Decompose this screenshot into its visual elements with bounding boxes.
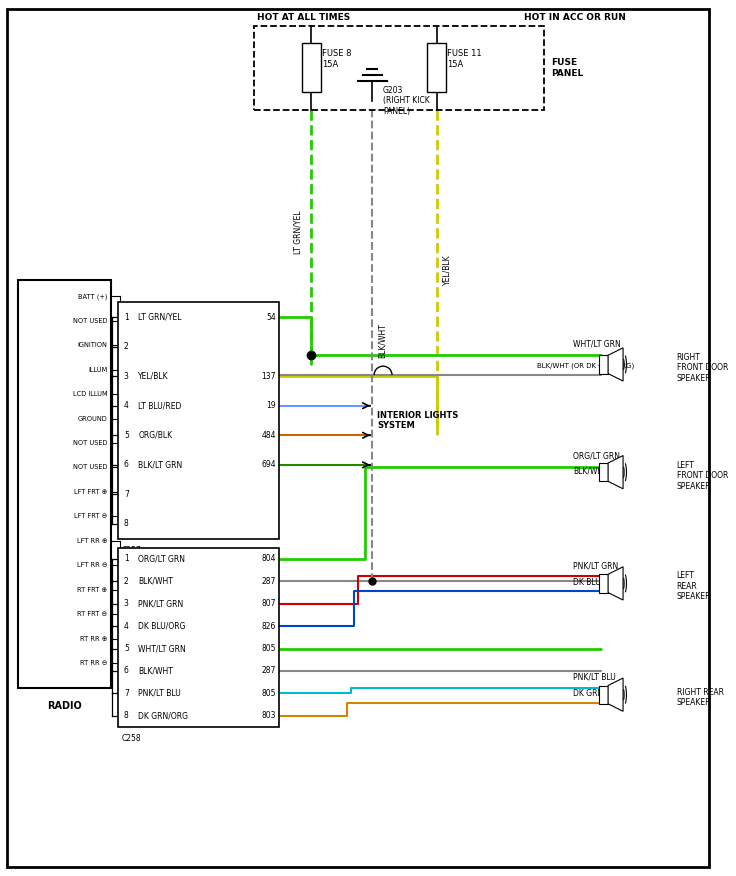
Text: RIGHT REAR
SPEAKER: RIGHT REAR SPEAKER — [676, 688, 723, 707]
Text: LFT FRT ⊖: LFT FRT ⊖ — [74, 513, 107, 519]
Text: BLK/WHT: BLK/WHT — [138, 576, 173, 586]
Text: 287: 287 — [261, 576, 276, 586]
Text: 4: 4 — [124, 622, 129, 631]
Text: 694: 694 — [261, 460, 276, 470]
Text: NOT USED: NOT USED — [73, 318, 107, 324]
Text: 5: 5 — [124, 431, 129, 440]
Text: LCD ILLUM: LCD ILLUM — [73, 392, 107, 397]
Text: 6: 6 — [124, 667, 129, 675]
Text: C257: C257 — [121, 546, 141, 555]
Text: 8: 8 — [124, 711, 129, 720]
Polygon shape — [608, 348, 623, 381]
Text: LFT RR ⊕: LFT RR ⊕ — [77, 538, 107, 544]
Text: 803: 803 — [261, 711, 276, 720]
Text: HOT AT ALL TIMES: HOT AT ALL TIMES — [257, 13, 350, 22]
Bar — [598, 463, 608, 481]
Text: 137: 137 — [261, 371, 276, 381]
Text: LEFT
REAR
SPEAKER: LEFT REAR SPEAKER — [676, 571, 711, 601]
Text: ORG/LT GRN: ORG/LT GRN — [138, 555, 185, 563]
Text: 19: 19 — [266, 401, 276, 410]
Text: BATT (+): BATT (+) — [78, 293, 107, 300]
Text: LFT FRT ⊕: LFT FRT ⊕ — [74, 489, 107, 495]
Text: DK BLU/ORG: DK BLU/ORG — [573, 577, 620, 586]
Text: 1: 1 — [124, 313, 129, 321]
Text: 8: 8 — [124, 519, 129, 528]
Text: IGNITION: IGNITION — [77, 343, 107, 349]
Bar — [18, 280, 111, 688]
Text: 6: 6 — [124, 460, 129, 470]
Polygon shape — [608, 456, 623, 489]
Text: 3: 3 — [124, 371, 129, 381]
Bar — [428, 43, 446, 93]
Bar — [598, 356, 608, 373]
Bar — [254, 26, 544, 110]
Text: YEL/BLK: YEL/BLK — [442, 254, 451, 285]
Text: HOT IN ACC OR RUN: HOT IN ACC OR RUN — [524, 13, 626, 22]
Text: RADIO: RADIO — [47, 701, 82, 710]
Text: 4: 4 — [124, 401, 129, 410]
Text: 2: 2 — [124, 576, 129, 586]
Text: C258: C258 — [121, 734, 141, 743]
Text: 287: 287 — [261, 667, 276, 675]
Text: 5: 5 — [124, 644, 129, 653]
Text: RT RR ⊖: RT RR ⊖ — [80, 660, 107, 666]
Polygon shape — [608, 567, 623, 600]
Text: LT GRN/YEL: LT GRN/YEL — [294, 210, 303, 254]
Text: 804: 804 — [261, 555, 276, 563]
Text: 807: 807 — [261, 599, 276, 608]
Bar — [118, 548, 279, 727]
Text: NOT USED: NOT USED — [73, 440, 107, 446]
Text: 2: 2 — [124, 342, 129, 351]
Text: LT BLU/RED: LT BLU/RED — [138, 401, 182, 410]
Text: 54: 54 — [266, 313, 276, 321]
Text: NOT USED: NOT USED — [73, 464, 107, 470]
Text: LT GRN/YEL: LT GRN/YEL — [138, 313, 182, 321]
Text: G203
(RIGHT KICK
PANEL): G203 (RIGHT KICK PANEL) — [383, 86, 430, 116]
Text: WHT/LT GRN: WHT/LT GRN — [573, 340, 620, 349]
Bar — [598, 575, 608, 592]
Text: DK GRN/ORG: DK GRN/ORG — [573, 689, 623, 697]
Text: ORG/LT GRN: ORG/LT GRN — [573, 452, 620, 461]
Bar — [118, 302, 279, 539]
Text: PNK/LT BLU: PNK/LT BLU — [573, 673, 615, 682]
Text: RT FRT ⊕: RT FRT ⊕ — [77, 587, 107, 593]
Text: 826: 826 — [261, 622, 276, 631]
Text: RT RR ⊕: RT RR ⊕ — [80, 636, 107, 641]
Bar — [302, 43, 321, 93]
Text: BLK/WHT: BLK/WHT — [573, 467, 608, 476]
Text: LEFT
FRONT DOOR
SPEAKER: LEFT FRONT DOOR SPEAKER — [676, 461, 728, 491]
Text: RIGHT
FRONT DOOR
SPEAKER: RIGHT FRONT DOOR SPEAKER — [676, 353, 728, 383]
Text: INTERIOR LIGHTS
SYSTEM: INTERIOR LIGHTS SYSTEM — [378, 411, 459, 430]
Text: 3: 3 — [124, 599, 129, 608]
Text: GROUND: GROUND — [78, 415, 107, 421]
Text: BLK/WHT: BLK/WHT — [138, 667, 173, 675]
Text: FUSE 11
15A: FUSE 11 15A — [447, 49, 482, 69]
Text: 805: 805 — [261, 644, 276, 653]
Polygon shape — [608, 678, 623, 711]
Text: BLK/WHT: BLK/WHT — [378, 323, 387, 358]
Text: 1: 1 — [124, 555, 129, 563]
Text: PNK/LT BLU: PNK/LT BLU — [138, 689, 181, 698]
Text: DK BLU/ORG: DK BLU/ORG — [138, 622, 185, 631]
Text: 484: 484 — [261, 431, 276, 440]
Text: 7: 7 — [124, 490, 129, 499]
Bar — [598, 686, 608, 703]
Text: BLK/LT GRN: BLK/LT GRN — [138, 460, 183, 470]
Text: PNK/LT GRN: PNK/LT GRN — [573, 562, 618, 570]
Text: DK GRN/ORG: DK GRN/ORG — [138, 711, 188, 720]
Text: FUSE
PANEL: FUSE PANEL — [551, 58, 584, 78]
Text: 805: 805 — [261, 689, 276, 698]
Text: YEL/BLK: YEL/BLK — [138, 371, 169, 381]
Text: LFT RR ⊖: LFT RR ⊖ — [77, 562, 107, 569]
Text: FUSE 8
15A: FUSE 8 15A — [322, 49, 352, 69]
Text: ILLUM: ILLUM — [88, 367, 107, 372]
Text: PNK/LT GRN: PNK/LT GRN — [138, 599, 183, 608]
Text: RT FRT ⊖: RT FRT ⊖ — [77, 611, 107, 617]
Text: BLK/WHT (OR DK GRN/ORG): BLK/WHT (OR DK GRN/ORG) — [537, 363, 634, 369]
Text: WHT/LT GRN: WHT/LT GRN — [138, 644, 186, 653]
Text: ORG/BLK: ORG/BLK — [138, 431, 172, 440]
Text: 7: 7 — [124, 689, 129, 698]
